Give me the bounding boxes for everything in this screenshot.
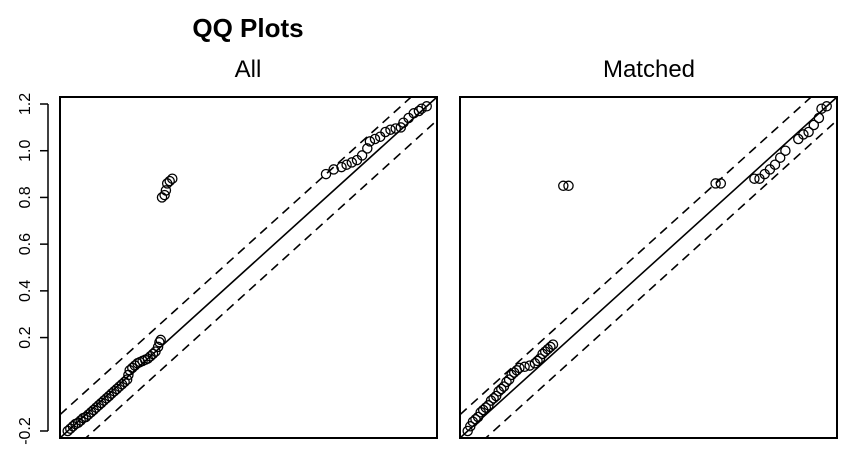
data-point — [328, 164, 339, 175]
data-point — [816, 103, 827, 114]
lower-dashed-line-all — [84, 119, 437, 438]
panel-all: All — [59, 56, 438, 439]
data-point — [558, 180, 569, 192]
data-point — [769, 159, 781, 170]
data-point — [813, 112, 825, 124]
data-point — [346, 157, 358, 168]
data-point — [545, 341, 556, 353]
panel-matched: Matched — [459, 56, 838, 439]
data-point — [532, 355, 543, 367]
y-tick-label: 0.4 — [17, 280, 34, 302]
data-point — [470, 414, 481, 425]
data-point — [715, 178, 727, 189]
upper-dashed-line-all — [60, 97, 413, 416]
data-point — [152, 341, 164, 353]
y-tick-label: -0.2 — [17, 417, 34, 445]
points-matched — [462, 101, 832, 437]
data-point — [356, 150, 368, 161]
data-point — [369, 133, 381, 145]
lower-dashed-line-matched — [484, 119, 837, 438]
y-tick-label: 0.8 — [17, 186, 34, 208]
plot-frame-all — [59, 96, 438, 439]
data-point — [514, 362, 525, 374]
panel-title-matched: Matched — [603, 56, 695, 83]
data-point — [749, 173, 760, 184]
data-point — [563, 180, 574, 192]
identity-line-matched — [460, 97, 837, 438]
data-point — [121, 374, 133, 385]
y-tick-label: 1.2 — [17, 93, 34, 115]
data-point — [362, 143, 373, 154]
data-point — [488, 393, 499, 404]
data-point — [408, 108, 420, 119]
data-point — [710, 178, 721, 189]
data-point — [803, 126, 814, 138]
data-point — [808, 119, 820, 131]
data-point — [167, 173, 178, 184]
data-point — [524, 360, 535, 371]
data-point — [413, 105, 425, 117]
reference-lines-matched — [460, 97, 837, 438]
data-point — [336, 161, 347, 173]
data-point — [774, 152, 786, 163]
data-point — [164, 175, 175, 187]
data-point — [320, 168, 332, 180]
upper-dashed-line-matched — [460, 97, 813, 416]
data-point — [780, 145, 791, 156]
data-point — [416, 103, 427, 114]
points-all — [62, 101, 432, 437]
data-point — [67, 421, 79, 432]
data-point — [390, 123, 401, 134]
panel-title-all: All — [235, 56, 262, 83]
data-point — [155, 334, 166, 346]
y-tick-label: 0.6 — [17, 233, 34, 255]
data-point — [154, 336, 165, 348]
data-point — [501, 376, 512, 388]
data-point — [519, 361, 530, 373]
data-point — [147, 348, 159, 360]
data-point — [385, 124, 396, 135]
data-point — [798, 129, 809, 140]
data-point — [496, 383, 507, 395]
y-tick-label: 0.2 — [17, 326, 34, 348]
data-point — [547, 339, 559, 350]
data-point — [380, 126, 391, 138]
y-tick-label: 1.0 — [17, 140, 34, 162]
data-point — [159, 189, 170, 201]
data-point — [156, 192, 168, 203]
data-point — [821, 101, 832, 112]
data-point — [341, 159, 352, 170]
y-axis: -0.2 0.2 0.4 0.6 0.8 1.0 1.2 — [17, 93, 49, 445]
data-point — [364, 136, 376, 147]
data-point — [421, 101, 432, 112]
chart-title: QQ Plots — [192, 13, 303, 43]
data-point — [160, 185, 172, 196]
plot-frame-matched — [459, 96, 838, 439]
data-point — [480, 402, 492, 413]
